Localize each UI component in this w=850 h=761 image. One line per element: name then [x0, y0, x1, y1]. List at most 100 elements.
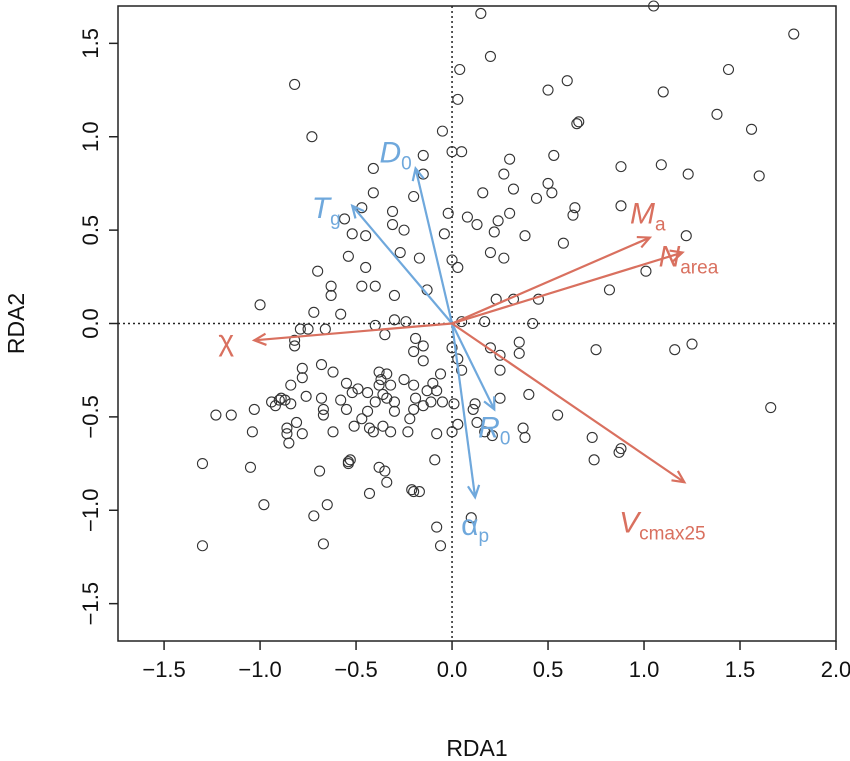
x-tick-label: −1.5	[142, 657, 185, 682]
data-point	[408, 403, 420, 415]
data-point	[312, 265, 324, 277]
data-point	[648, 0, 660, 12]
data-point	[269, 400, 281, 412]
data-point	[340, 377, 353, 389]
data-point	[603, 284, 616, 296]
data-point	[561, 75, 573, 87]
y-tick-label: −1.5	[78, 582, 103, 625]
x-tick-label: −1.0	[238, 657, 281, 682]
data-point	[745, 123, 758, 135]
data-point	[388, 405, 400, 417]
data-point	[296, 372, 308, 384]
data-point	[400, 316, 412, 328]
data-point	[340, 403, 353, 415]
data-point	[436, 125, 448, 137]
data-point	[471, 218, 483, 231]
arrow-label: Narea	[659, 241, 719, 279]
data-point	[446, 254, 458, 266]
data-point	[369, 280, 381, 292]
data-point	[530, 192, 543, 204]
data-point	[442, 207, 454, 219]
data-point	[436, 396, 448, 408]
data-point	[552, 409, 564, 421]
arrow-line	[254, 322, 453, 342]
data-point	[417, 400, 429, 412]
data-point	[471, 416, 483, 429]
data-point	[484, 50, 496, 62]
arrow-label: R0	[478, 411, 510, 449]
scatter-points	[196, 0, 800, 552]
data-point	[373, 366, 385, 378]
data-point	[408, 486, 420, 498]
y-tick-label: −1.0	[78, 489, 103, 532]
arrow-line	[414, 168, 454, 324]
data-point	[615, 200, 627, 212]
data-point	[348, 420, 360, 432]
data-point	[327, 426, 339, 438]
data-point	[588, 454, 600, 466]
data-point	[346, 387, 358, 399]
data-point	[452, 93, 464, 105]
data-point	[367, 187, 379, 199]
data-point	[363, 422, 376, 434]
data-point	[248, 403, 260, 415]
y-tick-label: −0.5	[78, 395, 103, 438]
data-point	[542, 84, 554, 96]
data-point	[657, 86, 669, 98]
data-point	[517, 422, 529, 434]
data-point	[319, 323, 331, 335]
data-point	[254, 299, 266, 311]
data-point	[655, 159, 667, 171]
data-point	[279, 394, 291, 406]
data-point	[504, 207, 516, 219]
data-point	[557, 237, 569, 249]
data-point	[289, 334, 301, 346]
data-point	[669, 344, 681, 356]
data-point	[317, 409, 329, 421]
data-point	[388, 396, 400, 408]
data-point	[413, 252, 425, 264]
y-tick-label: 1.5	[78, 28, 103, 59]
arrow-line	[451, 251, 683, 325]
data-point	[417, 355, 429, 367]
x-tick-label: −0.5	[334, 657, 377, 682]
data-point	[722, 63, 735, 76]
data-point	[321, 499, 333, 511]
data-point	[456, 364, 468, 376]
data-point	[386, 205, 399, 217]
data-point	[290, 416, 303, 429]
data-point	[385, 426, 397, 438]
data-point	[375, 373, 387, 386]
data-point	[613, 446, 625, 458]
data-point	[296, 428, 308, 440]
data-point	[394, 246, 406, 259]
data-point	[548, 149, 560, 161]
data-point	[379, 465, 391, 477]
x-tick-label: 0.5	[533, 657, 564, 682]
data-point	[244, 461, 257, 473]
data-point	[438, 228, 450, 240]
data-point	[362, 387, 374, 399]
data-point	[513, 347, 525, 359]
data-point	[484, 246, 496, 259]
arrow-label: Ma	[630, 198, 666, 236]
data-point	[410, 392, 422, 404]
data-point	[225, 409, 237, 421]
data-point	[434, 368, 447, 380]
data-point	[362, 405, 374, 417]
arrow-label: Vcmax25	[619, 506, 706, 544]
data-point	[325, 280, 337, 292]
data-point	[519, 230, 531, 242]
x-tick-label: 2.0	[821, 657, 850, 682]
arrow-head	[636, 235, 653, 249]
data-point	[317, 403, 329, 415]
data-point	[308, 510, 320, 522]
arrow-line	[450, 323, 477, 498]
data-point	[377, 388, 389, 401]
arrow-label: Tg	[312, 192, 341, 230]
data-point	[342, 250, 354, 262]
data-point	[363, 487, 376, 500]
data-point	[765, 401, 777, 414]
x-tick-label: 0.0	[437, 657, 468, 682]
data-point	[567, 209, 579, 221]
